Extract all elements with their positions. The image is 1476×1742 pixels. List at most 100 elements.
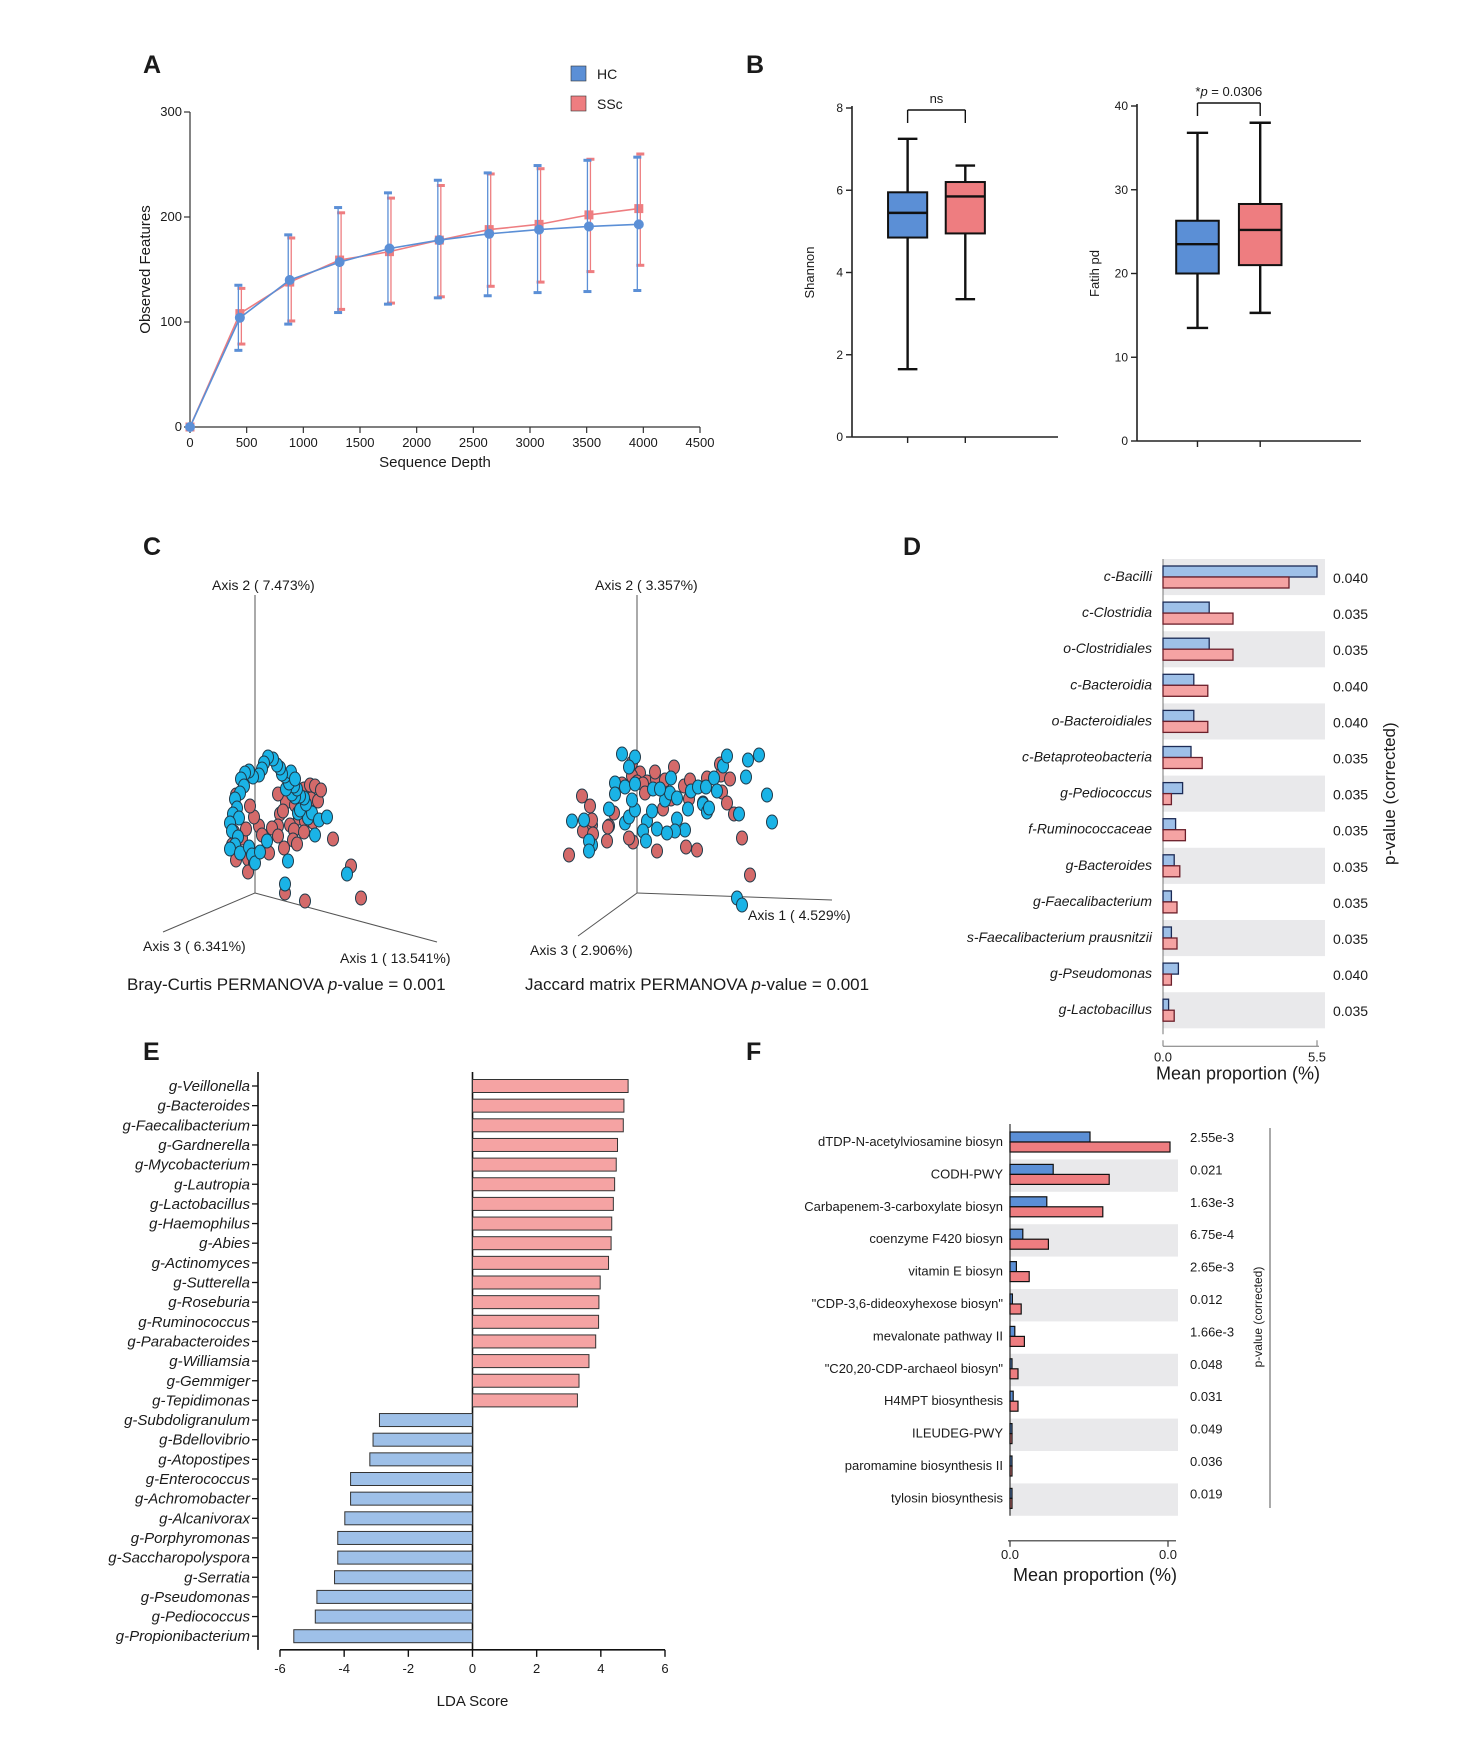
legend-label-hc: HC bbox=[597, 66, 617, 82]
data-point-hc bbox=[334, 257, 345, 268]
pcoa-axis-3 bbox=[162, 892, 256, 933]
pcoa-point-ssc bbox=[680, 839, 692, 855]
lda-bar-hc bbox=[334, 1570, 473, 1585]
bar-hc bbox=[1162, 565, 1318, 578]
row-shade bbox=[1010, 1418, 1178, 1451]
pcoa-point-hc bbox=[341, 866, 353, 882]
bar-ssc bbox=[1009, 1303, 1022, 1315]
lda-bar-hc bbox=[293, 1629, 473, 1644]
genus-label: g-Atopostipes bbox=[158, 1451, 250, 1468]
axis-1-label: Axis 1 ( 4.529%) bbox=[748, 907, 851, 923]
p-value: 0.031 bbox=[1190, 1389, 1223, 1404]
pathway-label: ILEUDEG-PWY bbox=[912, 1426, 1003, 1441]
pathway-label: tylosin biosynthesis bbox=[891, 1490, 1003, 1505]
pcoa-caption: Bray-Curtis PERMANOVA p-value = 0.001 bbox=[127, 975, 446, 994]
panel-b-shannon-boxplot: 0 2 4 6 8 Shannon ns bbox=[802, 91, 1058, 444]
genus-label: g-Saccharopolyspora bbox=[108, 1550, 250, 1567]
pcoa-point-ssc bbox=[327, 831, 339, 847]
x-tick-label: 0 bbox=[186, 435, 193, 450]
pcoa-point-hc bbox=[261, 833, 273, 849]
bar-hc bbox=[1009, 1131, 1091, 1143]
taxon-label: g-Bacteroides bbox=[1066, 857, 1152, 873]
p-value: 0.012 bbox=[1190, 1292, 1223, 1307]
pcoa-point-ssc bbox=[736, 830, 748, 846]
bar-hc bbox=[1162, 854, 1175, 867]
x-axis-title: Mean proportion (%) bbox=[1156, 1063, 1320, 1083]
pcoa-point-hc bbox=[640, 833, 652, 849]
caption-prefix: Jaccard matrix PERMANOVA bbox=[525, 975, 751, 994]
panel-f-pathway-bar-chart: dTDP-N-acetylviosamine biosyn 2.55e-3 CODH… bbox=[804, 1124, 1271, 1585]
pcoa-point-hc bbox=[224, 841, 236, 857]
lda-bar-ssc bbox=[472, 1118, 624, 1133]
p-value-axis-title: p-value (corrected) bbox=[1380, 722, 1399, 865]
genus-label: g-Alcanivorax bbox=[159, 1510, 250, 1527]
pcoa-point-hc bbox=[626, 792, 638, 808]
bar-hc bbox=[1009, 1358, 1013, 1370]
series-line-hc bbox=[189, 223, 639, 428]
panel-c-bray-curtis-pcoa: Axis 2 ( 7.473%) Axis 1 ( 13.541%) Axis 3 … bbox=[127, 577, 451, 994]
x-tick-label: -4 bbox=[338, 1661, 350, 1676]
pcoa-point-hc bbox=[708, 770, 720, 786]
row-shade bbox=[1163, 992, 1325, 1029]
legend-swatch-ssc bbox=[570, 95, 587, 112]
pcoa-point-ssc bbox=[623, 830, 635, 846]
p-value: 0.036 bbox=[1190, 1454, 1223, 1469]
pcoa-point-ssc bbox=[242, 864, 254, 880]
x-tick-label: 3500 bbox=[572, 435, 601, 450]
y-tick-label: 6 bbox=[836, 183, 843, 197]
pcoa-point-hc bbox=[646, 803, 658, 819]
lda-bar-ssc bbox=[472, 1314, 600, 1329]
bar-hc bbox=[1162, 962, 1180, 975]
genus-label: g-Roseburia bbox=[168, 1294, 250, 1311]
pcoa-point-ssc bbox=[691, 842, 703, 858]
lda-bar-hc bbox=[350, 1472, 474, 1486]
y-tick-label: 100 bbox=[160, 314, 182, 329]
pcoa-point-hc bbox=[583, 843, 595, 859]
p-value: 0.035 bbox=[1333, 859, 1368, 875]
y-tick-label: 2 bbox=[836, 348, 843, 362]
p-value: 0.019 bbox=[1190, 1486, 1223, 1501]
p-value: 0.035 bbox=[1333, 895, 1368, 911]
lda-bar-hc bbox=[337, 1530, 473, 1545]
pcoa-point-ssc bbox=[576, 788, 588, 804]
pcoa-point-hc bbox=[700, 779, 712, 795]
x-tick-label: -2 bbox=[403, 1661, 415, 1676]
genus-label: g-Porphyromonas bbox=[131, 1530, 251, 1547]
lda-bar-ssc bbox=[472, 1295, 600, 1310]
genus-label: g-Tepidimonas bbox=[152, 1392, 250, 1409]
pcoa-point-hc bbox=[616, 746, 628, 762]
x-tick-label: 500 bbox=[236, 435, 258, 450]
pcoa-point-ssc bbox=[272, 828, 284, 844]
lda-bar-ssc bbox=[472, 1216, 613, 1231]
bar-ssc bbox=[1162, 865, 1181, 878]
lda-bar-hc bbox=[378, 1413, 474, 1428]
pathway-label: vitamin E biosyn bbox=[908, 1264, 1003, 1279]
pcoa-point-hc bbox=[578, 812, 590, 828]
genus-label: g-Actinomyces bbox=[152, 1255, 251, 1272]
pcoa-point-ssc bbox=[602, 819, 614, 835]
lda-bar-hc bbox=[316, 1589, 474, 1604]
p-value: 0.049 bbox=[1190, 1422, 1223, 1437]
taxon-label: c-Bacilli bbox=[1104, 568, 1153, 584]
data-point-ssc bbox=[584, 210, 594, 220]
bar-ssc bbox=[1162, 973, 1173, 986]
pcoa-point-hc bbox=[623, 759, 635, 775]
panel-letter-a: A bbox=[143, 51, 161, 79]
pcoa-point-hc bbox=[736, 897, 748, 913]
genus-label: g-Lautropia bbox=[174, 1176, 250, 1193]
box-ssc bbox=[1237, 202, 1283, 267]
pathway-label: paromamine biosynthesis II bbox=[845, 1458, 1003, 1473]
pcoa-point-hc bbox=[661, 825, 673, 841]
pcoa-point-ssc bbox=[240, 821, 252, 837]
p-value: 0.040 bbox=[1333, 967, 1368, 983]
y-tick-label: 300 bbox=[160, 104, 182, 119]
lda-bar-ssc bbox=[472, 1334, 597, 1349]
row-shade bbox=[1010, 1483, 1178, 1516]
pcoa-point-hc bbox=[282, 853, 294, 869]
lda-bar-hc bbox=[344, 1511, 473, 1526]
pathway-label: CODH-PWY bbox=[931, 1166, 1004, 1181]
significance-label: *p = 0.0306 bbox=[1195, 84, 1262, 99]
y-axis-title: Observed Features bbox=[137, 205, 154, 333]
bar-hc bbox=[1009, 1260, 1018, 1273]
